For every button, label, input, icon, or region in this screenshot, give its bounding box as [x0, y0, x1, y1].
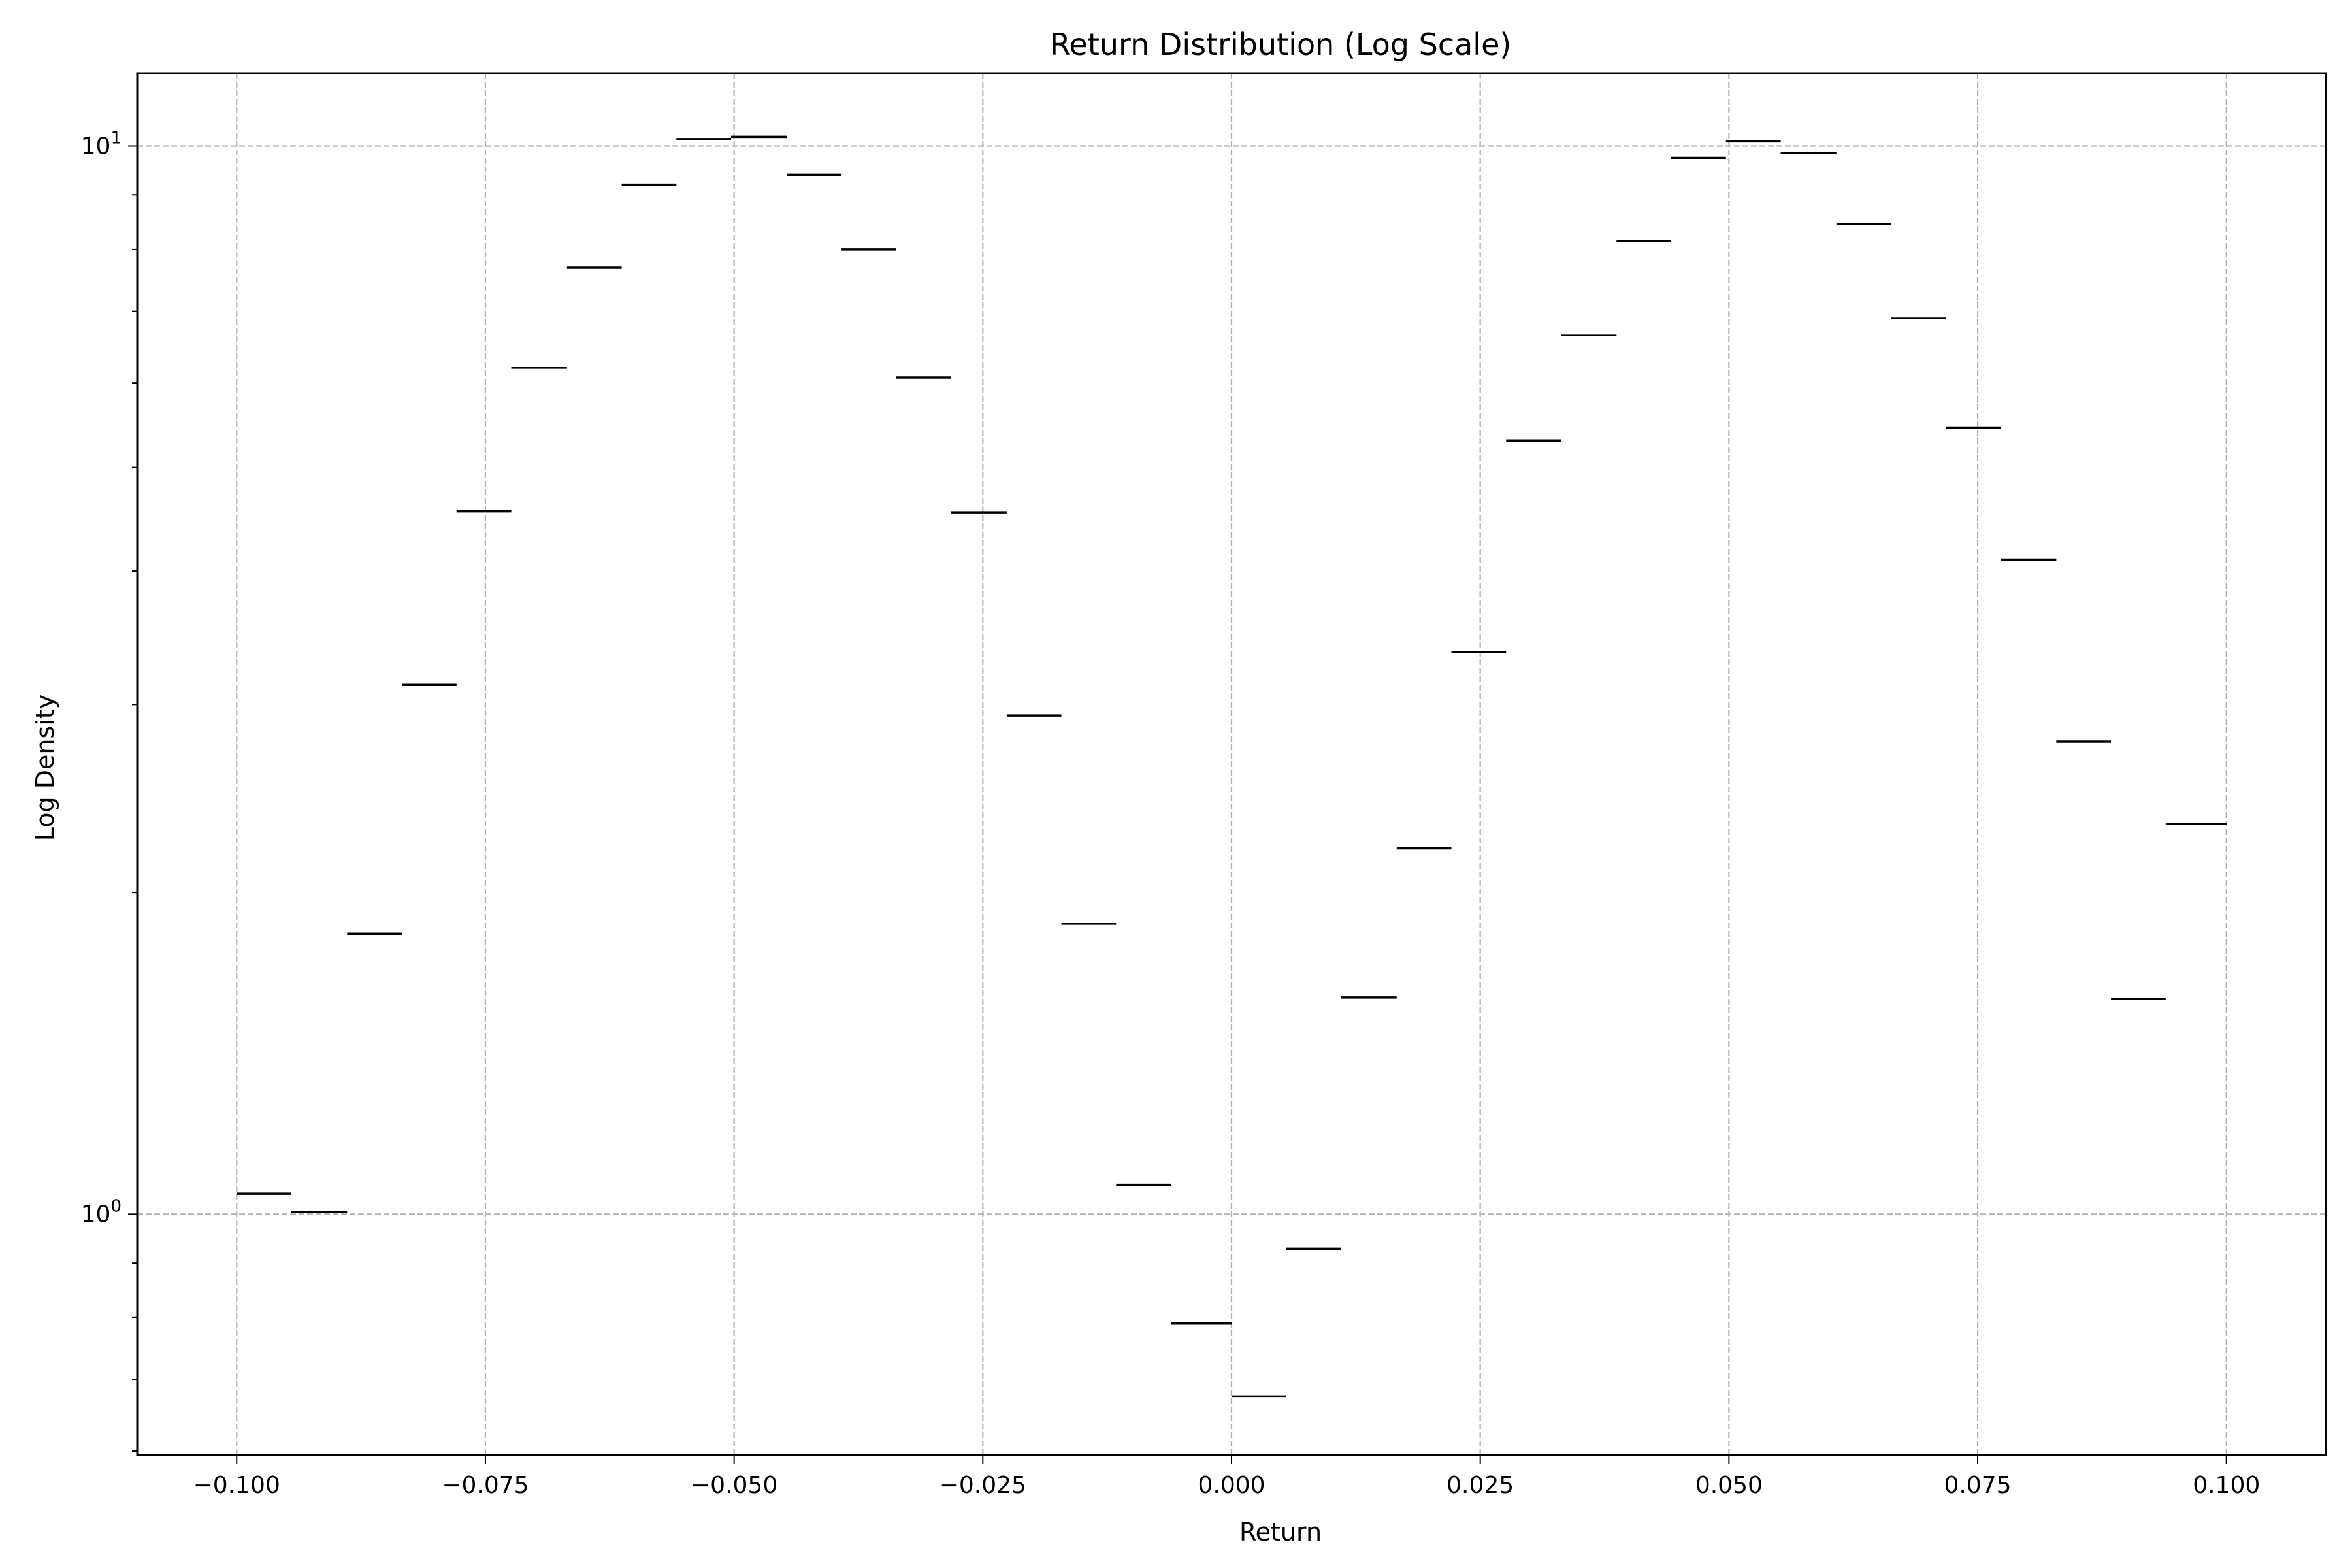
x-tick-label-3: −0.025 — [939, 1472, 1026, 1499]
axis-ticks: −0.100 −0.075 −0.050 −0.025 0.000 0.025 0.050 0… — [81, 128, 2261, 1499]
x-tick-label-0: −0.100 — [193, 1472, 280, 1499]
chart-title: Return Distribution (Log Scale) — [1050, 27, 1512, 62]
x-tick-label-2: −0.050 — [691, 1472, 777, 1499]
plot-frame — [136, 72, 2327, 1456]
x-tick-label-6: 0.050 — [1695, 1472, 1763, 1499]
x-axis-label: Return — [1239, 1518, 1322, 1546]
x-tick-label-5: 0.025 — [1446, 1472, 1514, 1499]
y-tick-label-1: 101 — [81, 128, 122, 159]
x-tick-label-7: 0.075 — [1944, 1472, 2012, 1499]
x-tick-label-1: −0.075 — [442, 1472, 529, 1499]
grid-lines — [137, 73, 2326, 1455]
y-axis-label: Log Density — [31, 694, 59, 841]
histogram-steps — [237, 135, 2227, 1398]
y-tick-label-0: 100 — [81, 1196, 122, 1228]
x-tick-label-4: 0.000 — [1198, 1472, 1265, 1499]
x-tick-label-8: 0.100 — [2193, 1472, 2260, 1499]
